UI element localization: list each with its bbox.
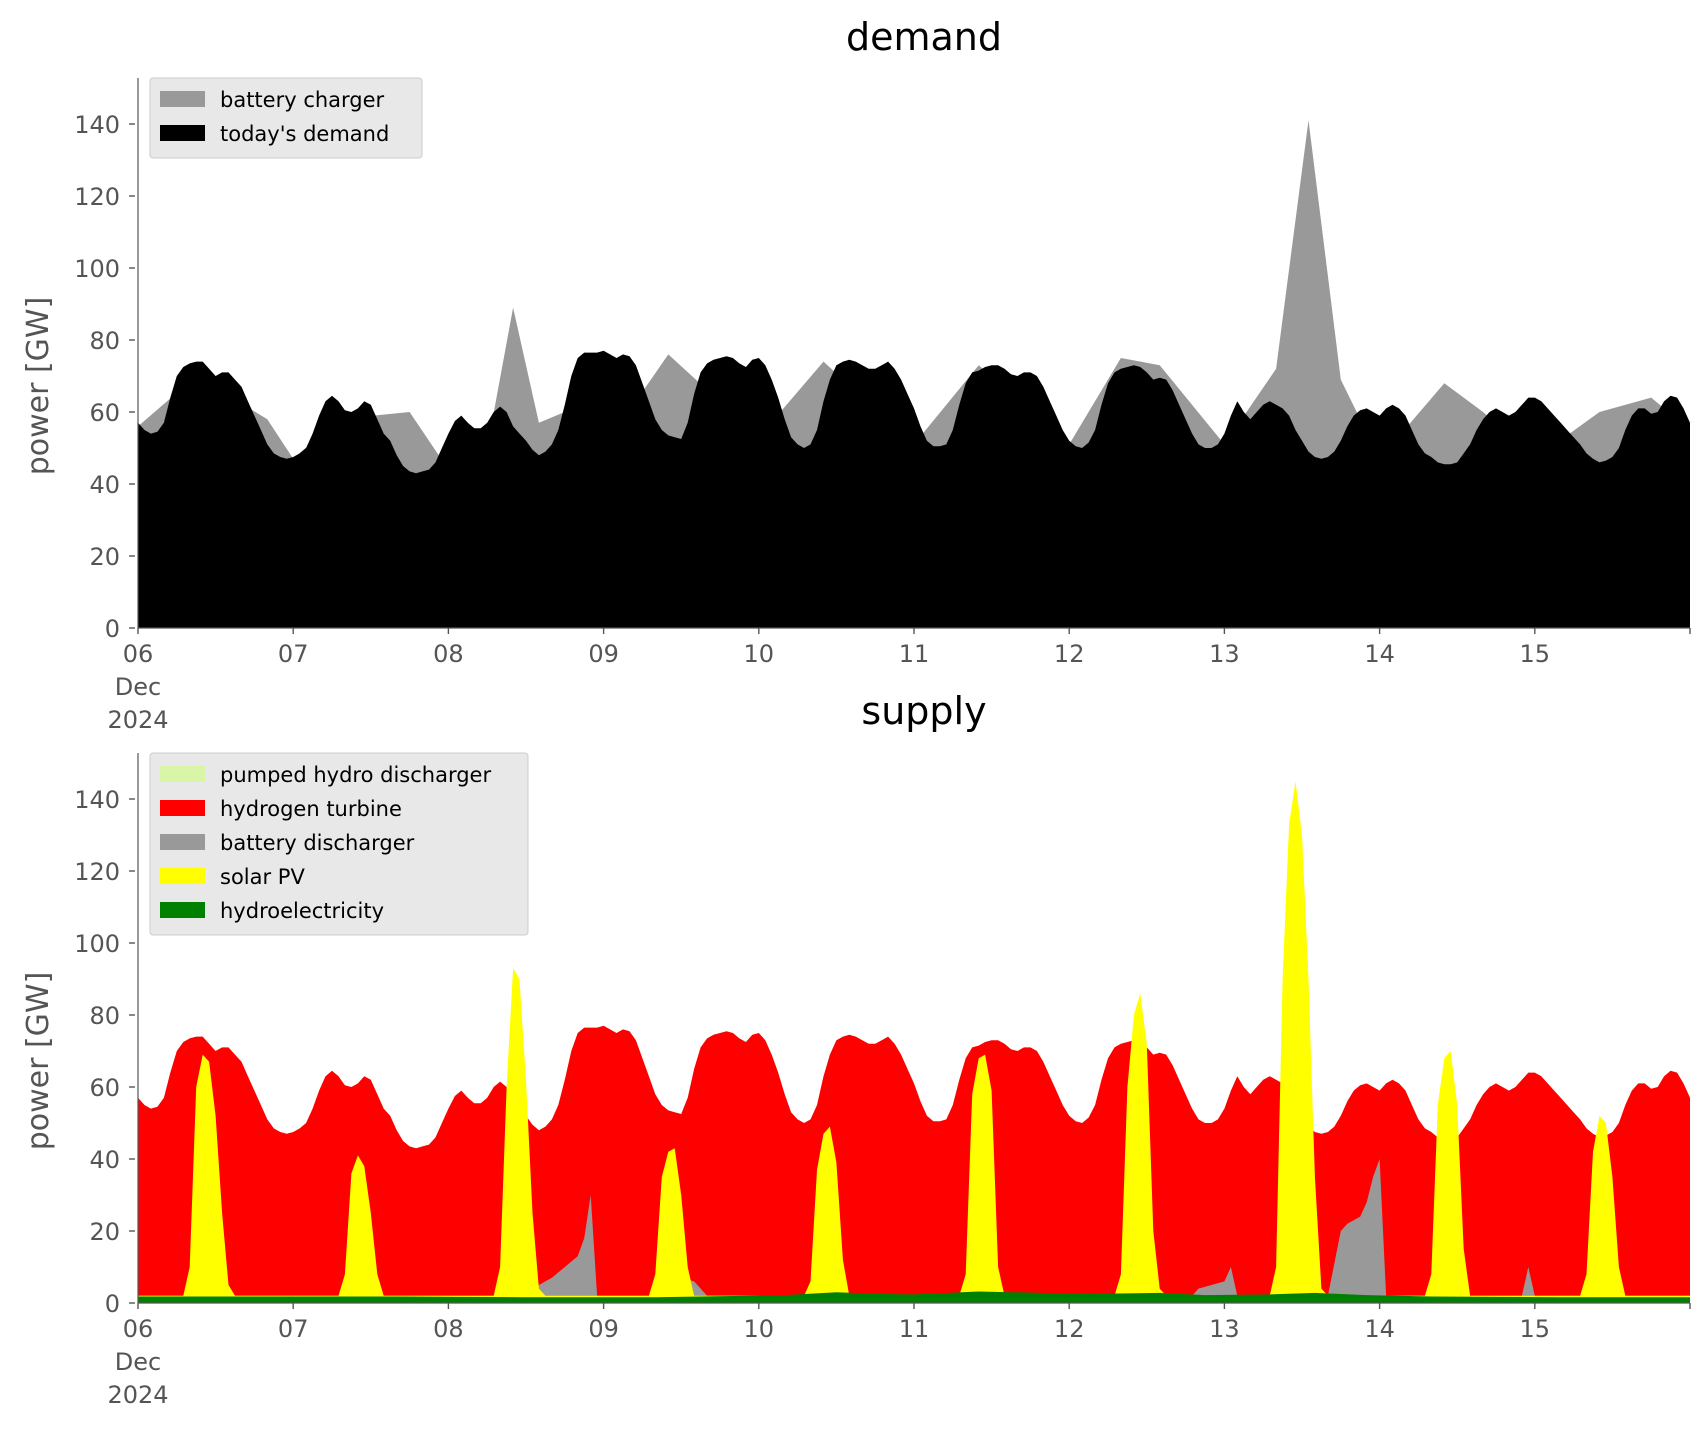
x-tick-label: 14 [1364, 640, 1395, 668]
legend-label: solar PV [220, 865, 305, 889]
legend-swatch [160, 902, 205, 918]
x-tick-label: 13 [1209, 1315, 1240, 1343]
x-tick-label: 14 [1364, 1315, 1395, 1343]
legend-label: battery charger [220, 88, 385, 112]
legend-label: battery discharger [220, 831, 415, 855]
legend-label: hydroelectricity [220, 899, 384, 923]
area-solar-pv [138, 781, 1690, 1303]
legend-box [149, 752, 529, 936]
y-tick-label: 140 [74, 786, 120, 814]
x-tick-label: 11 [899, 640, 930, 668]
legend-swatch [160, 766, 205, 782]
legend-swatch [160, 91, 205, 107]
panel-demand: demand power [GW] 0 20 40 60 80 100 120 140 06 Dec 2… [21, 15, 1691, 734]
x-tick-label: 08 [433, 640, 464, 668]
x-tick-label: 2024 [107, 1381, 168, 1409]
x-tick-label: 12 [1054, 640, 1085, 668]
x-tick-label: 2024 [107, 706, 168, 734]
area-today-s-demand [138, 350, 1690, 628]
x-tick-label: 08 [433, 1315, 464, 1343]
y-axis-label: power [GW] [21, 297, 56, 476]
x-tick-label: 07 [278, 640, 309, 668]
x-tick-label: 06 [123, 640, 154, 668]
panel-supply: supply power [GW] 0 20 40 60 80 100 120 140 06 Dec 2… [21, 689, 1691, 1409]
x-tick-label: 09 [588, 1315, 619, 1343]
x-tick-label: 15 [1520, 640, 1551, 668]
series-areas [138, 781, 1690, 1303]
legend-swatch [160, 834, 205, 850]
legend-label: today's demand [220, 122, 389, 146]
legend-label: pumped hydro discharger [220, 763, 491, 787]
legend: pumped hydro discharger hydrogen turbine b… [149, 752, 529, 936]
y-tick-label: 120 [74, 183, 120, 211]
series-areas [138, 120, 1690, 629]
area-hydroelectricity [138, 1291, 1690, 1303]
y-tick-label: 60 [89, 1074, 120, 1102]
chart-title: demand [846, 15, 1002, 59]
area-battery-discharger [138, 1159, 1690, 1303]
x-tick-label: 10 [744, 640, 775, 668]
x-tick-label: 11 [899, 1315, 930, 1343]
y-tick-label: 100 [74, 930, 120, 958]
x-tick-label: 06 [123, 1315, 154, 1343]
legend-label: hydrogen turbine [220, 797, 402, 821]
legend: battery charger today's demand [149, 77, 423, 159]
y-tick-label: 140 [74, 111, 120, 139]
y-tick-label: 0 [105, 615, 120, 643]
x-tick-label: 12 [1054, 1315, 1085, 1343]
y-tick-label: 40 [89, 1146, 120, 1174]
legend-swatch [160, 125, 205, 141]
legend-box [149, 77, 423, 159]
legend-swatch [160, 800, 205, 816]
y-tick-label: 60 [89, 399, 120, 427]
y-tick-label: 120 [74, 858, 120, 886]
y-tick-label: 20 [89, 1218, 120, 1246]
x-tick-label: 15 [1520, 1315, 1551, 1343]
legend-swatch [160, 868, 205, 884]
y-tick-label: 20 [89, 543, 120, 571]
x-tick-label: Dec [115, 673, 161, 701]
y-tick-label: 100 [74, 255, 120, 283]
y-axis-label: power [GW] [21, 972, 56, 1151]
y-tick-label: 0 [105, 1290, 120, 1318]
y-tick-label: 80 [89, 1002, 120, 1030]
x-tick-label: 09 [588, 640, 619, 668]
x-tick-label: 07 [278, 1315, 309, 1343]
x-tick-label: 13 [1209, 640, 1240, 668]
x-tick-label: 10 [744, 1315, 775, 1343]
x-tick-label: Dec [115, 1348, 161, 1376]
y-tick-label: 80 [89, 327, 120, 355]
chart-title: supply [861, 689, 986, 733]
y-tick-label: 40 [89, 471, 120, 499]
